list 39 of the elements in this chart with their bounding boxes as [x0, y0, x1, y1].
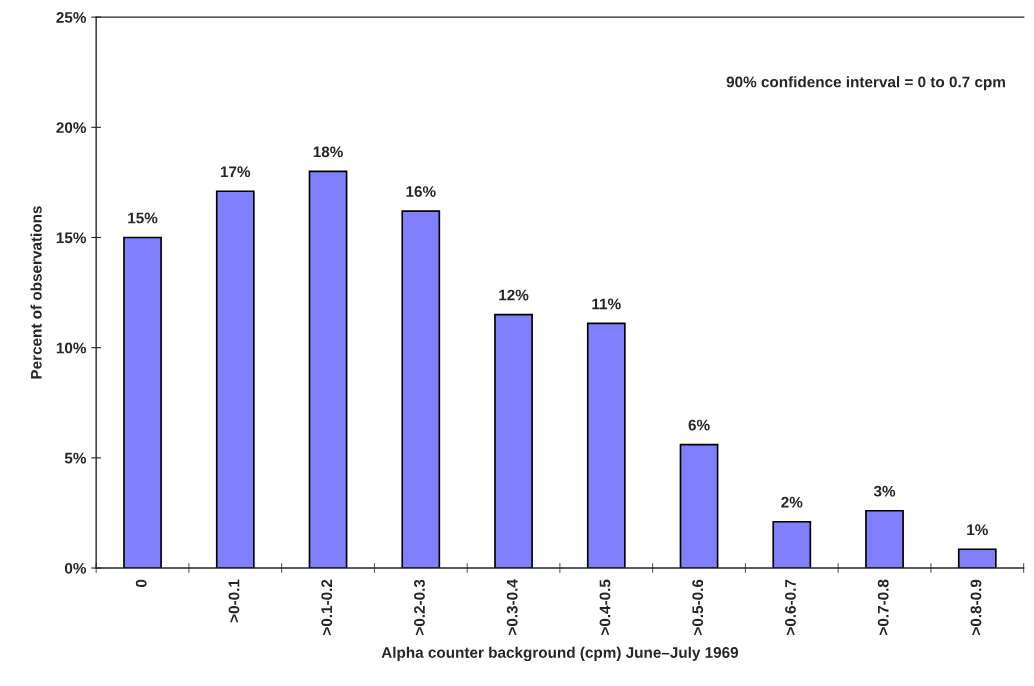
data-label: 1% [967, 524, 988, 536]
annotation: 90% confidence interval = 0 to 0.7 cpm [726, 76, 1005, 91]
bar [865, 509, 904, 569]
x-tick-label: 0 [135, 579, 147, 588]
x-tick-label: >0.8-0.9 [970, 579, 982, 635]
y-tick-label: 25% [56, 12, 87, 23]
y-tick-label: 0% [64, 562, 87, 574]
bar [494, 313, 533, 569]
x-axis-title: Alpha counter background (cpm) June–July 1969 [381, 646, 739, 662]
y-tick-label: 15% [56, 232, 87, 244]
bar [772, 520, 812, 569]
y-tick-label: 10% [56, 342, 87, 354]
x-tick-label: >0.2-0.3 [414, 579, 425, 635]
data-label: 6% [688, 419, 710, 431]
bar [123, 236, 162, 569]
bar [679, 443, 719, 569]
data-label: 15% [128, 212, 158, 224]
x-tick-label: >0.7-0.8 [877, 579, 889, 635]
x-tick-label: >0.1-0.2 [321, 579, 333, 635]
y-axis-title: Percent of observations [30, 206, 42, 379]
data-label: 2% [781, 496, 803, 508]
x-tick-label: >0.4-0.5 [599, 579, 611, 635]
data-label: 18% [313, 146, 343, 158]
x-tick-label: >0.3-0.4 [506, 579, 518, 635]
bar [215, 190, 255, 569]
bar [957, 548, 997, 569]
data-label: 3% [873, 485, 896, 497]
bar [308, 170, 348, 569]
data-label: 17% [220, 166, 251, 178]
bar [401, 210, 441, 569]
y-tick-label: 20% [56, 122, 87, 134]
data-label: 12% [499, 289, 529, 301]
x-tick-label: >0.6-0.7 [785, 579, 796, 635]
y-tick-label: 5% [64, 452, 87, 464]
data-label: 16% [406, 186, 436, 197]
bar [586, 322, 626, 569]
data-label: 11% [592, 298, 621, 310]
x-tick-label: >0-0.1 [228, 579, 240, 623]
x-tick-label: >0.5-0.6 [692, 579, 704, 635]
